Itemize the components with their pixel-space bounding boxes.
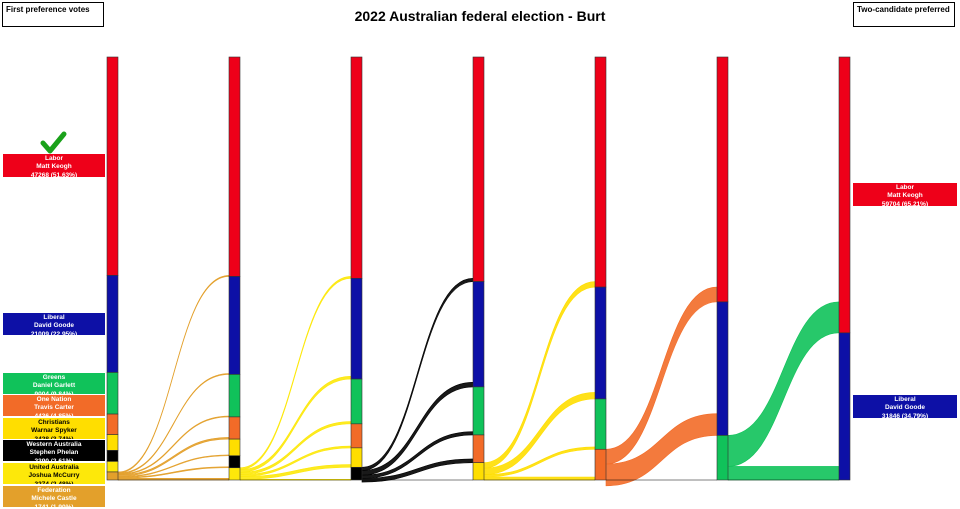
tcp-votes-label: 59704 (65.21%) <box>881 200 929 206</box>
first-pref-candidate: Joshua McCurry <box>28 472 80 480</box>
bar-stage-4-one-nation <box>472 434 485 463</box>
flow-one-nation-to-labor <box>605 286 718 465</box>
first-pref-votes-label: 3428 (3.74%) <box>3 436 105 439</box>
bar-stage-4-greens <box>472 386 485 436</box>
bar-stage-2-christians <box>228 438 241 457</box>
first-pref-liberal: Liberal David Goode 21009 (22.95%) <box>3 313 105 335</box>
flow-christians-to-labor <box>483 281 596 469</box>
first-pref-party: One Nation <box>36 396 72 403</box>
bar-stage-7-labor <box>838 56 851 334</box>
bar-stage-3-christians <box>350 447 363 468</box>
first-pref-candidate: Matt Keogh <box>36 163 72 171</box>
flow-federation-to-liberal <box>117 373 230 475</box>
flow-greens-to-liberal <box>727 466 840 481</box>
flow-united-australia-to-labor <box>239 276 352 470</box>
count-columns <box>106 56 851 481</box>
bar-stage-3-labor <box>350 56 363 279</box>
first-pref-votes-label: 21009 (22.95%) <box>30 330 78 335</box>
bar-stage-2-liberal <box>228 276 241 375</box>
first-preference-header: First preference votes <box>2 2 104 27</box>
bar-stage-6-labor <box>716 56 729 303</box>
flow-christians-to-one-nation <box>483 476 596 481</box>
bar-stage-2-united-australia <box>228 467 241 481</box>
bar-stage-1-federation <box>106 471 119 481</box>
bar-stage-6-greens <box>716 435 729 481</box>
tcp-votes-label: 31846 (34.79%) <box>881 412 929 418</box>
first-pref-party: Christians <box>38 419 70 426</box>
bar-stage-1-labor <box>106 56 119 276</box>
two-candidate-preferred-header: Two-candidate preferred <box>853 2 955 27</box>
bar-stage-2-greens <box>228 374 241 418</box>
first-pref-candidate: Michele Castle <box>31 495 77 503</box>
tcp-party: Labor <box>895 184 915 191</box>
bar-stage-2-one-nation <box>228 416 241 440</box>
tcp-candidate: David Goode <box>884 404 926 412</box>
first-pref-candidate: Stephen Phelan <box>29 449 79 457</box>
tcp-candidate: Matt Keogh <box>887 192 923 200</box>
first-pref-candidate: Warnar Spyker <box>31 427 77 435</box>
chart-title: 2022 Australian federal election - Burt <box>354 8 606 24</box>
flow-western-australia-to-labor <box>361 278 474 471</box>
first-pref-candidate: David Goode <box>33 322 75 330</box>
first-pref-party: Western Australia <box>26 441 82 448</box>
bar-stage-6-liberal <box>716 301 729 436</box>
bar-stage-2-labor <box>228 56 241 277</box>
bar-stage-1-christians <box>106 434 119 451</box>
tcp-labor: Labor Matt Keogh 59704 (65.21%) <box>853 183 957 206</box>
tcp-party: Liberal <box>894 396 916 403</box>
bar-stage-3-greens <box>350 378 363 425</box>
bar-stage-1-one-nation <box>106 413 119 435</box>
bar-stage-5-labor <box>594 56 607 288</box>
first-pref-party: Greens <box>42 374 66 381</box>
flow-federation-to-labor <box>117 275 230 474</box>
first-pref-candidate: Travis Carter <box>34 404 74 412</box>
bar-stage-1-western-australia <box>106 450 119 462</box>
bar-stage-5-greens <box>594 398 607 450</box>
first-pref-votes-label: 9004 (9.84%) <box>3 391 105 394</box>
bar-stage-2-western-australia <box>228 455 241 469</box>
first-pref-candidate: Daniel Garlett <box>32 382 76 390</box>
tcp-liberal: Liberal David Goode 31846 (34.79%) <box>853 395 957 418</box>
bar-stage-1-united-australia <box>106 461 119 473</box>
bar-stage-1-greens <box>106 372 119 415</box>
first-pref-party: Labor <box>44 155 64 162</box>
flow-federation-to-united-australia <box>117 477 230 481</box>
bar-stage-5-liberal <box>594 286 607 400</box>
first-pref-votes-label: 2390 (2.61%) <box>3 458 105 461</box>
first-pref-labor: Labor Matt Keogh 47268 (51.63%) <box>3 154 105 177</box>
bar-stage-3-one-nation <box>350 423 363 449</box>
bar-stage-5-one-nation <box>594 448 607 481</box>
first-pref-votes-label: 1741 (1.90%) <box>3 504 105 507</box>
checkmark-icon <box>40 131 67 154</box>
bar-stage-4-christians <box>472 462 485 481</box>
first-pref-party: Federation <box>37 487 71 494</box>
preference-flows <box>117 275 840 487</box>
first-pref-party: United Australia <box>29 464 79 471</box>
bar-stage-3-liberal <box>350 278 363 380</box>
bar-stage-4-labor <box>472 56 485 282</box>
bar-stage-7-liberal <box>838 332 851 481</box>
first-pref-votes-label: 47268 (51.63%) <box>30 171 78 177</box>
bar-stage-3-western-australia <box>350 466 363 481</box>
bar-stage-4-liberal <box>472 281 485 388</box>
first-pref-votes-label: 2274 (2.48%) <box>3 481 105 484</box>
first-pref-votes-label: 4436 (4.85%) <box>3 413 105 416</box>
bar-stage-1-liberal <box>106 275 119 373</box>
first-pref-party: Liberal <box>43 314 65 321</box>
flow-greens-to-labor <box>727 301 840 467</box>
